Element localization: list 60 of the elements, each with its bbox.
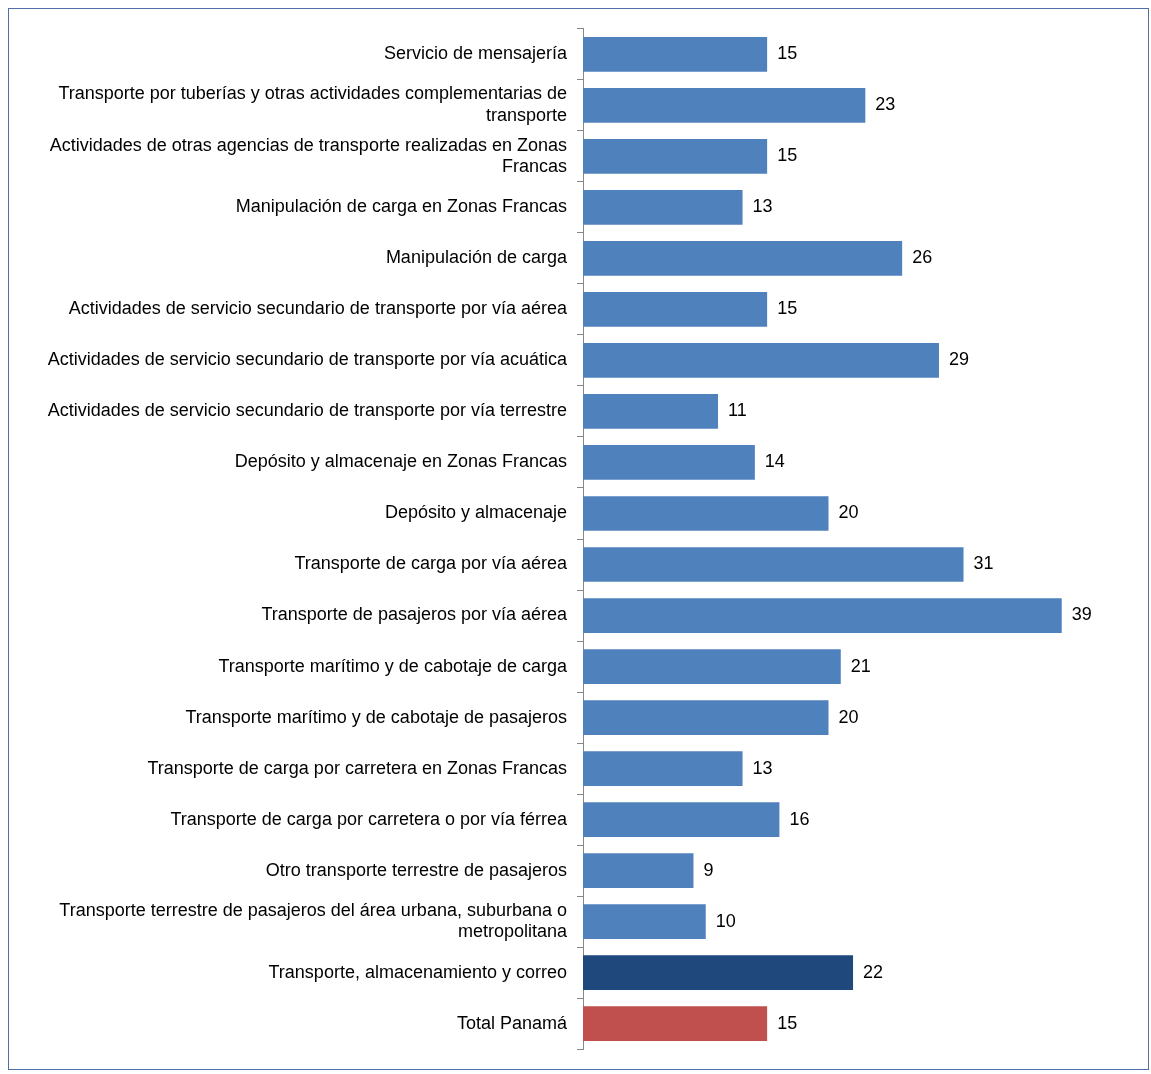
data-label: 29 xyxy=(948,349,970,370)
bar xyxy=(583,292,768,327)
y-tick-label: Manipulación de carga en Zonas Francas xyxy=(235,196,567,217)
bar xyxy=(583,802,780,837)
y-tick-label: Total Panamá xyxy=(456,1012,568,1033)
bar xyxy=(583,241,903,276)
bar xyxy=(583,394,719,429)
y-tick-label: Actividades de otras agencias de transporte realizadas en Zonas Francas xyxy=(49,134,567,177)
bar xyxy=(583,853,694,888)
data-label: 20 xyxy=(838,706,859,727)
bar xyxy=(583,751,743,786)
data-label: 13 xyxy=(752,196,773,217)
data-label: 16 xyxy=(789,808,810,829)
data-label: 15 xyxy=(777,145,798,166)
data-label: 26 xyxy=(912,247,933,268)
y-tick-label: Transporte terrestre de pasajeros del área urbana, suburbana o metropolitana xyxy=(59,899,568,942)
y-tick-label: Actividades de servicio secundario de transporte por vía terrestre xyxy=(47,400,567,421)
data-label: 15 xyxy=(777,43,798,64)
bar xyxy=(583,955,854,991)
y-tick-label: Transporte por tuberías y otras actividades complementarias de transporte xyxy=(58,83,567,126)
data-label: 13 xyxy=(752,757,773,778)
y-tick-label: Transporte marítimo y de cabotaje de pasajeros xyxy=(185,706,567,727)
y-tick-label: Transporte de pasajeros por vía aérea xyxy=(261,604,568,625)
bar xyxy=(583,496,829,531)
bar xyxy=(583,649,841,684)
bar xyxy=(583,87,866,123)
y-tick-label: Transporte, almacenamiento y correo xyxy=(268,961,567,982)
y-tick-label: Manipulación de carga xyxy=(385,247,568,268)
bar xyxy=(583,36,768,72)
bar xyxy=(583,445,755,480)
y-tick-label: Transporte de carga por carretera o por vía férrea xyxy=(170,808,568,829)
y-tick-label: Actividades de servicio secundario de transporte por vía acuática xyxy=(47,349,568,370)
bar xyxy=(583,190,743,225)
data-label: 39 xyxy=(1071,604,1092,625)
data-label: 31 xyxy=(973,553,994,574)
data-label: 15 xyxy=(777,298,798,319)
y-tick-label: Actividades de servicio secundario de transporte por vía aérea xyxy=(68,298,568,319)
y-tick-label: Transporte de carga por carretera en Zonas Francas xyxy=(147,757,567,778)
y-tick-label: Otro transporte terrestre de pasajeros xyxy=(265,859,567,880)
y-tick-label: Transporte marítimo y de cabotaje de carga xyxy=(218,655,568,676)
y-tick-label: Depósito y almacenaje en Zonas Francas xyxy=(234,451,567,472)
y-tick-label: Servicio de mensajería xyxy=(383,43,568,64)
y-tick-label: Depósito y almacenaje xyxy=(384,502,567,523)
data-label: 11 xyxy=(728,400,747,421)
data-label: 21 xyxy=(850,655,871,676)
data-label: 14 xyxy=(764,451,785,472)
bar xyxy=(583,904,706,939)
bar xyxy=(583,139,768,174)
data-label: 10 xyxy=(715,910,736,931)
y-tick-label: Transporte de carga por vía aérea xyxy=(294,553,568,574)
data-label: 20 xyxy=(838,502,859,523)
bar xyxy=(583,343,939,378)
bar xyxy=(583,700,829,735)
data-label: 22 xyxy=(863,961,884,982)
bar xyxy=(583,547,964,582)
data-label: 9 xyxy=(703,859,714,880)
bar xyxy=(583,598,1062,633)
data-label: 23 xyxy=(875,94,896,115)
data-label: 15 xyxy=(777,1012,798,1033)
bar xyxy=(583,1006,768,1042)
